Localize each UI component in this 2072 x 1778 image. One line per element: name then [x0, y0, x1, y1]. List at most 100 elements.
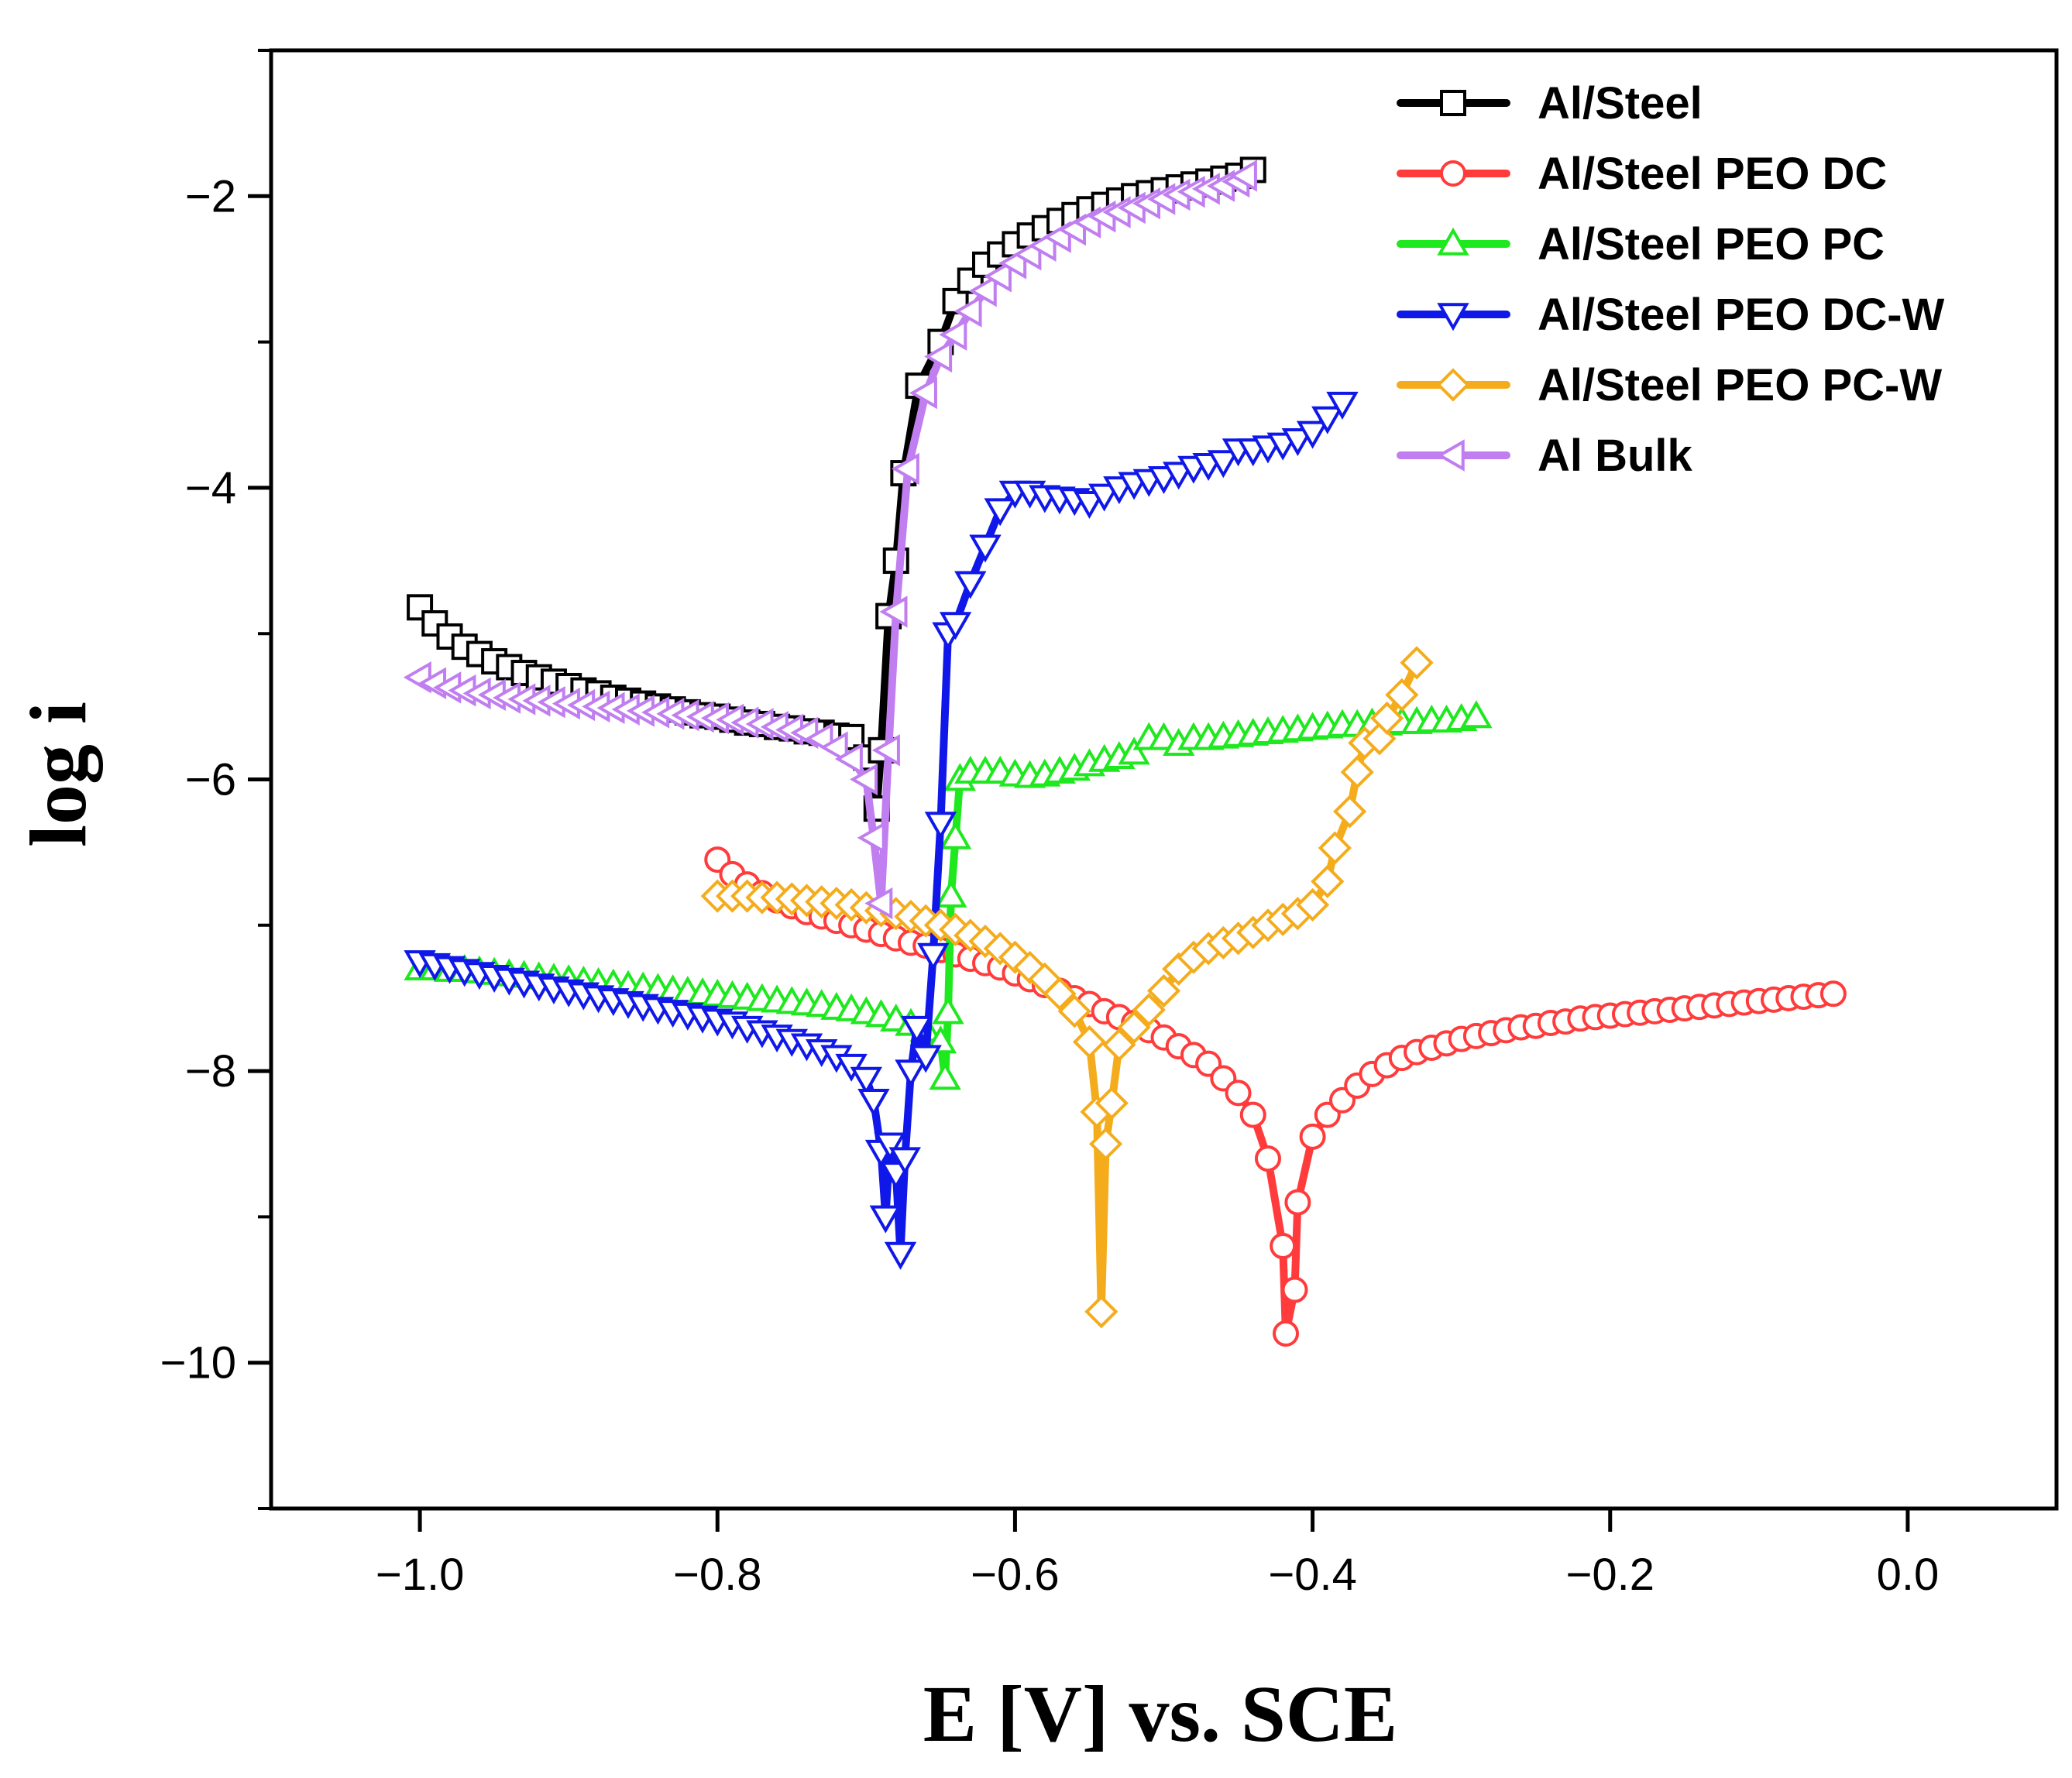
legend-marker: [1436, 439, 1465, 472]
data-point: [954, 295, 982, 328]
series-6: [403, 160, 1257, 920]
data-point: [1254, 1145, 1281, 1172]
legend-label: Al/Steel PEO DC-W: [1538, 290, 1945, 340]
data-point: [1270, 1233, 1297, 1260]
data-point: [1284, 1189, 1311, 1216]
data-point: [1460, 700, 1493, 729]
series-5: [700, 646, 1434, 1329]
legend-label: Al/Steel PEO PC-W: [1538, 360, 1942, 410]
data-point: [1281, 1276, 1308, 1303]
data-point: [1385, 678, 1419, 712]
x-tick-label: −0.4: [1268, 1550, 1357, 1600]
data-point: [869, 1205, 902, 1234]
legend-marker: [1437, 227, 1469, 256]
data-point: [1400, 646, 1434, 680]
legend-label: Al/Steel PEO PC: [1538, 219, 1885, 269]
data-point: [857, 822, 885, 854]
ticks-layer: −1.0 −0.8 −0.6 −0.4 −0.2 0.0 −2 −4 −6 −8 −10: [160, 49, 1940, 1600]
data-point: [917, 942, 950, 971]
data-point: [884, 1241, 917, 1270]
series-4: [404, 391, 1359, 1270]
data-point: [1296, 887, 1330, 922]
data-point: [924, 812, 957, 840]
data-point: [1118, 736, 1150, 765]
legend-label: Al Bulk: [1538, 431, 1693, 481]
data-point: [1089, 1127, 1123, 1161]
legend-marker: [1436, 368, 1470, 402]
data-point: [879, 596, 908, 628]
data-point: [954, 571, 987, 599]
y-tick-label: −8: [185, 1046, 236, 1097]
data-point: [888, 1147, 921, 1176]
x-tick-label: −0.6: [971, 1550, 1060, 1600]
y-tick-label: −10: [160, 1338, 236, 1388]
data-point: [1311, 406, 1344, 434]
y-tick-label: −4: [185, 463, 236, 513]
x-tick-label: −0.2: [1566, 1550, 1655, 1600]
data-point: [1043, 977, 1077, 1011]
legend-label: Al/Steel PEO DC: [1538, 149, 1887, 199]
legend-entry: Al/Steel: [1397, 78, 1703, 129]
data-point: [909, 1045, 942, 1073]
data-point: [1207, 450, 1240, 479]
data-point: [1102, 1028, 1136, 1062]
data-point: [1299, 1123, 1326, 1150]
x-tick-label: 0.0: [1877, 1550, 1940, 1600]
data-point: [1146, 973, 1181, 1008]
data-point: [900, 1015, 933, 1044]
data-point: [1370, 701, 1404, 735]
y-tick-label: −2: [185, 171, 236, 221]
legend-marker: [1440, 160, 1466, 187]
data-point: [984, 498, 1016, 527]
data-point: [1318, 831, 1352, 865]
x-tick-label: −0.8: [673, 1550, 762, 1600]
data-point: [1333, 795, 1367, 829]
data-point: [1088, 483, 1121, 512]
data-point: [929, 1062, 961, 1090]
data-point: [864, 887, 893, 920]
data-point: [1057, 994, 1091, 1028]
data-point: [874, 1132, 906, 1161]
data-point: [820, 731, 848, 764]
data-point: [932, 996, 964, 1025]
data-point: [1340, 755, 1374, 789]
data-point: [1326, 391, 1359, 420]
data-point: [834, 743, 863, 775]
data-point: [1132, 993, 1166, 1027]
data-point: [1239, 1101, 1266, 1128]
data-point: [1228, 160, 1257, 192]
data-point: [1073, 490, 1106, 519]
data-point: [1311, 864, 1345, 898]
data-point: [891, 452, 919, 486]
data-point: [1117, 1011, 1151, 1045]
data-point: [1094, 1086, 1129, 1121]
series-layer: [403, 156, 1847, 1347]
data-point: [939, 318, 967, 351]
legend-marker: [1440, 90, 1466, 116]
data-point: [1819, 980, 1847, 1007]
data-point: [895, 1059, 927, 1088]
data-point: [1072, 1025, 1107, 1059]
data-point: [935, 879, 967, 908]
data-point: [924, 340, 953, 373]
data-point: [1084, 1295, 1118, 1329]
data-point: [850, 763, 878, 796]
data-point: [1296, 420, 1329, 449]
legend-entry: Al/Steel PEO PC: [1397, 219, 1885, 269]
x-axis-title: E [V] vs. SCE: [923, 1670, 1398, 1759]
y-axis-title: log i: [14, 702, 103, 847]
x-tick-label: −1.0: [376, 1550, 465, 1600]
data-point: [983, 260, 1012, 293]
legend-entry: Al Bulk: [1397, 431, 1693, 481]
legend-marker: [1437, 303, 1469, 331]
legend-entry: Al/Steel PEO DC: [1397, 149, 1887, 199]
data-point: [939, 821, 972, 850]
series-2: [704, 846, 1847, 1347]
data-point: [1225, 1080, 1252, 1107]
data-point: [857, 1089, 890, 1117]
legend-entry: Al/Steel PEO DC-W: [1397, 290, 1945, 340]
data-point: [939, 612, 972, 640]
legend-label: Al/Steel: [1538, 78, 1703, 129]
